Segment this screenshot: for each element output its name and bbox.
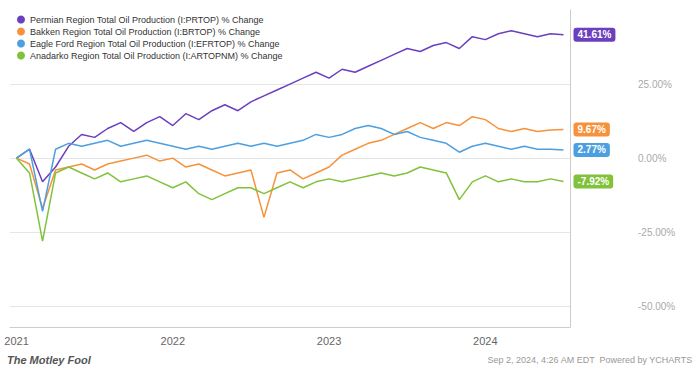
svg-text:2021: 2021 [4, 335, 28, 347]
svg-text:Sep 2, 2024, 4:26 AM EDT Powe: Sep 2, 2024, 4:26 AM EDT Powered by YCHA… [488, 355, 693, 365]
svg-text:0.00%: 0.00% [638, 153, 666, 164]
svg-text:-25.00%: -25.00% [638, 227, 675, 238]
svg-text:2022: 2022 [161, 335, 185, 347]
svg-text:The Motley Fool: The Motley Fool [7, 354, 92, 366]
svg-text:41.61%: 41.61% [577, 29, 611, 40]
svg-text:9.67%: 9.67% [577, 124, 605, 135]
svg-text:-50.00%: -50.00% [638, 301, 675, 312]
svg-text:Permian Region Total Oil Produ: Permian Region Total Oil Production (I:P… [30, 15, 264, 25]
svg-text:Eagle Ford Region Total Oil Pr: Eagle Ford Region Total Oil Production (… [30, 39, 280, 49]
svg-text:2.77%: 2.77% [577, 144, 605, 155]
svg-text:Bakken Region Total Oil Produc: Bakken Region Total Oil Production (I:BR… [30, 27, 260, 37]
svg-text:Anadarko Region Total Oil Prod: Anadarko Region Total Oil Production (I:… [30, 51, 283, 61]
svg-text:25.00%: 25.00% [638, 79, 672, 90]
svg-text:-7.92%: -7.92% [577, 176, 609, 187]
svg-text:2023: 2023 [317, 335, 341, 347]
svg-text:2024: 2024 [473, 335, 497, 347]
